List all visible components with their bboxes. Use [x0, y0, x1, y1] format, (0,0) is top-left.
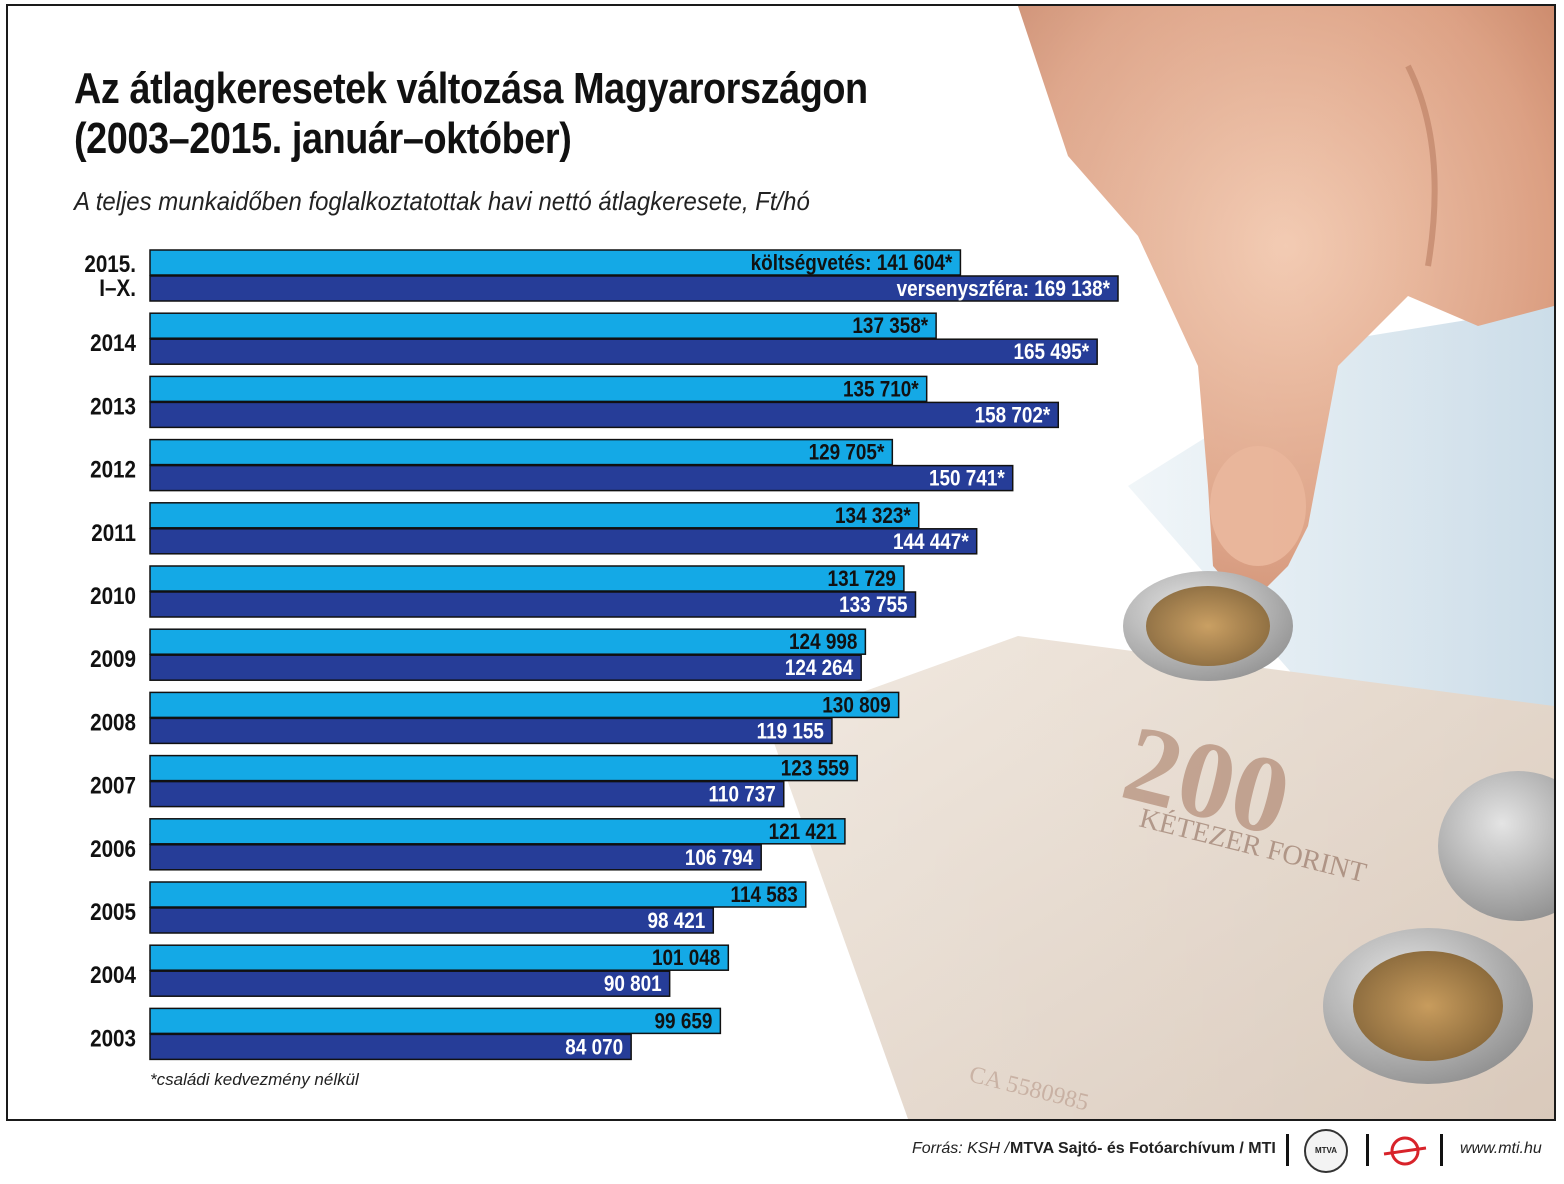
- year-label: 2005: [90, 899, 136, 926]
- competitive-sector-bar: [149, 844, 762, 871]
- public-sector-value-label: 129 705*: [809, 440, 885, 465]
- public-sector-bar: [149, 691, 900, 719]
- competitive-sector-value-label: 133 755: [839, 593, 907, 618]
- public-sector-value-label: 134 323*: [835, 503, 911, 528]
- public-sector-value-label: 130 809: [822, 693, 890, 718]
- competitive-sector-value-label: 119 155: [757, 719, 824, 744]
- source-organization: MTVA Sajtó- és Fotóarchívum / MTI: [1010, 1140, 1276, 1157]
- competitive-sector-bar: [149, 970, 671, 997]
- public-sector-bar: [149, 438, 894, 466]
- public-sector-bar: [149, 1007, 722, 1035]
- year-label: 2004: [90, 962, 136, 989]
- year-label: 2009: [90, 646, 136, 673]
- competitive-sector-bar: [149, 780, 785, 808]
- chart-title: Az átlagkeresetek változása Magyarország…: [74, 64, 868, 163]
- mtva-logo: MTVA: [1304, 1129, 1348, 1173]
- year-label: 2015. I–X.: [84, 251, 136, 302]
- public-sector-bar: [149, 944, 730, 971]
- bar-chart: 2015. I–X. költségvetés: 141 604*versenysz…: [84, 249, 1119, 1061]
- website-link[interactable]: www.mti.hu: [1460, 1140, 1542, 1157]
- competitive-sector-bar: [149, 275, 1119, 302]
- public-sector-value-label: 137 358*: [852, 314, 928, 339]
- public-sector-value-label: 135 710*: [843, 377, 919, 402]
- competitive-sector-value-label: 90 801: [604, 972, 662, 997]
- public-sector-value-label: 99 659: [655, 1009, 713, 1034]
- footer-separator: [1366, 1134, 1369, 1166]
- mti-logo-icon: [1383, 1136, 1427, 1166]
- public-sector-value-label: 121 421: [769, 819, 837, 844]
- year-label: 2010: [90, 583, 136, 610]
- public-sector-value-label: költségvetés: 141 604*: [751, 251, 953, 276]
- competitive-sector-bar: [149, 907, 715, 934]
- public-sector-bar: [149, 818, 846, 845]
- competitive-sector-value-label: 110 737: [708, 782, 775, 807]
- public-sector-bar: [149, 502, 920, 529]
- competitive-sector-value-label: 98 421: [647, 909, 705, 934]
- competitive-sector-bar: [149, 717, 833, 745]
- competitive-sector-value-label: 124 264: [785, 656, 854, 681]
- year-label: 2007: [90, 772, 136, 799]
- source-prefix: Forrás: KSH /: [912, 1140, 1009, 1157]
- public-sector-value-label: 124 998: [789, 630, 857, 655]
- year-label: 2006: [90, 835, 136, 862]
- competitive-sector-bar: [149, 1033, 632, 1061]
- year-label: 2003: [90, 1025, 136, 1052]
- public-sector-bar: [149, 375, 928, 403]
- competitive-sector-bar: [149, 654, 862, 681]
- competitive-sector-bar: [149, 528, 978, 555]
- competitive-sector-value-label: versenyszféra: 169 138*: [897, 277, 1110, 302]
- competitive-sector-value-label: 106 794: [685, 845, 754, 870]
- competitive-sector-value-label: 165 495*: [1013, 340, 1089, 365]
- competitive-sector-bar: [149, 591, 917, 618]
- public-sector-value-label: 101 048: [652, 946, 720, 971]
- public-sector-bar: [149, 249, 962, 276]
- competitive-sector-value-label: 150 741*: [929, 466, 1005, 491]
- competitive-sector-value-label: 158 702*: [975, 403, 1051, 428]
- year-label: 2013: [90, 393, 136, 420]
- competitive-sector-bar: [149, 401, 1060, 429]
- public-sector-value-label: 131 729: [828, 567, 896, 592]
- public-sector-bar: [149, 754, 858, 782]
- chart-subtitle: A teljes munkaidőben foglalkoztatottak h…: [74, 186, 810, 216]
- footnote: *családi kedvezmény nélkül: [150, 1070, 359, 1089]
- public-sector-bar: [149, 881, 807, 908]
- competitive-sector-bar: [149, 338, 1098, 365]
- public-sector-bar: [149, 312, 937, 339]
- infographic-frame: 200 KÉTEZER FORINT CA 5580985 Az átlagke…: [6, 4, 1556, 1121]
- public-sector-bar: [149, 628, 867, 655]
- year-label: 2011: [91, 519, 136, 546]
- public-sector-bar: [149, 565, 905, 592]
- year-label: 2012: [90, 456, 136, 483]
- public-sector-value-label: 123 559: [781, 756, 849, 781]
- competitive-sector-value-label: 84 070: [565, 1035, 623, 1060]
- year-label: 2014: [90, 330, 136, 357]
- public-sector-value-label: 114 583: [730, 883, 797, 908]
- footer-separator: [1440, 1134, 1443, 1166]
- competitive-sector-bar: [149, 464, 1014, 492]
- footer-separator: [1286, 1134, 1289, 1166]
- year-label: 2008: [90, 709, 136, 736]
- competitive-sector-value-label: 144 447*: [893, 529, 969, 554]
